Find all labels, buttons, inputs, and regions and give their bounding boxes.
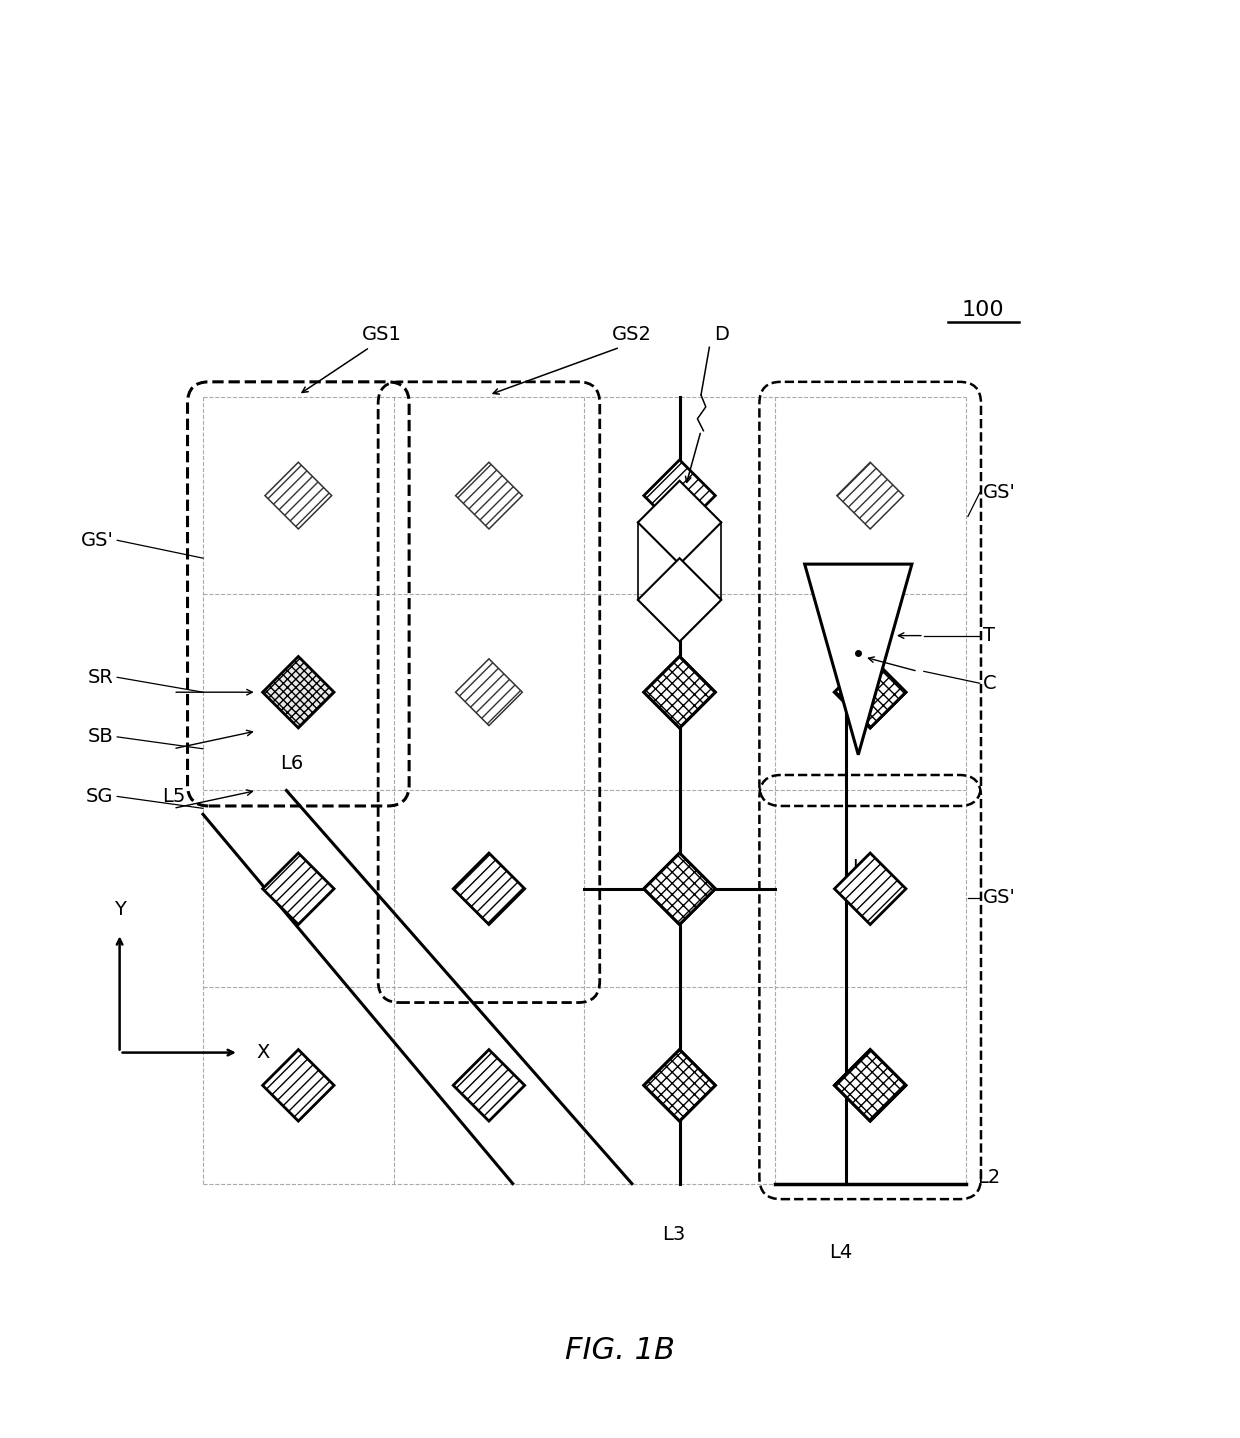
Polygon shape <box>263 853 334 925</box>
Polygon shape <box>453 1050 525 1122</box>
Text: C: C <box>983 674 997 693</box>
Text: 100: 100 <box>962 301 1004 319</box>
Text: SG: SG <box>86 787 114 805</box>
Polygon shape <box>835 657 906 728</box>
Text: L4: L4 <box>828 1244 852 1263</box>
Polygon shape <box>455 462 522 529</box>
Polygon shape <box>265 462 331 529</box>
Text: GS': GS' <box>81 531 114 549</box>
Polygon shape <box>455 1053 522 1119</box>
Polygon shape <box>265 659 331 726</box>
Text: FIG. 1B: FIG. 1B <box>565 1336 675 1365</box>
Polygon shape <box>453 853 525 925</box>
Polygon shape <box>644 460 715 532</box>
Polygon shape <box>637 480 722 564</box>
Text: L1: L1 <box>852 858 875 877</box>
Polygon shape <box>837 659 904 726</box>
Polygon shape <box>263 657 334 728</box>
Polygon shape <box>646 856 713 922</box>
Polygon shape <box>835 1050 906 1122</box>
Polygon shape <box>637 558 722 641</box>
Polygon shape <box>644 657 715 728</box>
Text: X: X <box>257 1043 270 1063</box>
Text: Y: Y <box>114 900 125 919</box>
Polygon shape <box>644 1050 715 1122</box>
Text: GS2: GS2 <box>613 325 652 344</box>
Text: SB: SB <box>88 728 114 746</box>
Text: L3: L3 <box>662 1225 686 1244</box>
Polygon shape <box>646 659 713 726</box>
Text: SR: SR <box>88 667 114 687</box>
Polygon shape <box>265 856 331 922</box>
Polygon shape <box>837 856 904 922</box>
Polygon shape <box>837 1053 904 1119</box>
Text: L6: L6 <box>280 754 304 772</box>
Polygon shape <box>644 853 715 925</box>
Polygon shape <box>644 1050 715 1122</box>
Polygon shape <box>835 853 906 925</box>
Text: L5: L5 <box>161 787 185 805</box>
Polygon shape <box>835 1050 906 1122</box>
Text: D: D <box>714 325 729 344</box>
Polygon shape <box>455 659 522 726</box>
Polygon shape <box>646 1053 713 1119</box>
Text: GS1: GS1 <box>362 325 402 344</box>
Polygon shape <box>837 462 904 529</box>
Text: T: T <box>983 626 996 646</box>
Polygon shape <box>263 1050 334 1122</box>
Polygon shape <box>805 564 911 755</box>
Polygon shape <box>644 853 715 925</box>
Text: GS': GS' <box>983 889 1017 907</box>
Polygon shape <box>455 856 522 922</box>
Text: L2: L2 <box>977 1168 1001 1188</box>
Polygon shape <box>646 462 713 529</box>
Polygon shape <box>644 657 715 728</box>
Polygon shape <box>835 657 906 728</box>
Text: GS': GS' <box>983 483 1017 502</box>
Polygon shape <box>265 1053 331 1119</box>
